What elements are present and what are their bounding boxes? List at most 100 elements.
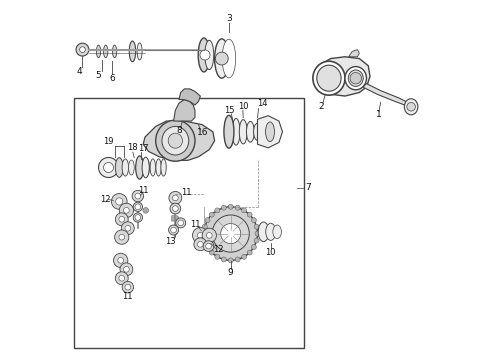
Ellipse shape <box>205 244 210 249</box>
Text: 10: 10 <box>238 102 248 111</box>
Ellipse shape <box>255 231 260 236</box>
Circle shape <box>79 47 85 53</box>
Circle shape <box>204 207 258 260</box>
Ellipse shape <box>129 41 136 62</box>
Ellipse shape <box>254 238 259 243</box>
Polygon shape <box>258 116 283 148</box>
Circle shape <box>133 202 143 211</box>
Ellipse shape <box>122 159 128 176</box>
Circle shape <box>169 225 178 235</box>
Ellipse shape <box>221 205 226 210</box>
Ellipse shape <box>235 205 240 210</box>
Text: 16: 16 <box>197 129 209 138</box>
Text: 12: 12 <box>213 245 223 254</box>
Circle shape <box>203 241 214 251</box>
Ellipse shape <box>345 67 367 90</box>
Bar <box>74 98 304 348</box>
Ellipse shape <box>128 160 134 175</box>
Circle shape <box>125 284 131 290</box>
Text: 7: 7 <box>306 183 312 192</box>
Ellipse shape <box>137 159 142 176</box>
Polygon shape <box>348 50 359 57</box>
Ellipse shape <box>113 45 117 58</box>
Circle shape <box>135 215 141 220</box>
Text: 9: 9 <box>228 268 234 277</box>
Circle shape <box>122 282 134 293</box>
Ellipse shape <box>253 123 262 140</box>
Ellipse shape <box>251 244 256 249</box>
Circle shape <box>407 103 416 111</box>
Ellipse shape <box>225 117 233 147</box>
Circle shape <box>197 233 203 238</box>
Ellipse shape <box>150 159 155 176</box>
Ellipse shape <box>228 204 233 209</box>
Ellipse shape <box>215 39 229 78</box>
Text: 17: 17 <box>138 144 149 153</box>
Ellipse shape <box>258 222 269 242</box>
Text: 10: 10 <box>266 248 276 257</box>
Polygon shape <box>172 216 179 221</box>
Ellipse shape <box>161 159 166 176</box>
Circle shape <box>119 234 124 240</box>
Ellipse shape <box>162 126 189 155</box>
Ellipse shape <box>142 157 149 178</box>
Text: 6: 6 <box>109 75 115 84</box>
Ellipse shape <box>242 254 246 259</box>
Circle shape <box>178 220 184 226</box>
Circle shape <box>202 228 217 243</box>
Circle shape <box>123 266 129 272</box>
Ellipse shape <box>156 120 195 161</box>
Ellipse shape <box>222 39 236 78</box>
Circle shape <box>115 230 129 244</box>
Ellipse shape <box>317 65 341 91</box>
Text: 2: 2 <box>318 102 323 111</box>
Ellipse shape <box>215 208 220 213</box>
Ellipse shape <box>247 250 252 255</box>
Circle shape <box>133 213 143 222</box>
Circle shape <box>212 215 249 252</box>
Text: 14: 14 <box>257 99 268 108</box>
Ellipse shape <box>348 70 363 86</box>
Ellipse shape <box>136 156 144 179</box>
Text: 4: 4 <box>76 67 82 76</box>
Ellipse shape <box>97 45 100 58</box>
Text: 13: 13 <box>166 237 176 246</box>
Ellipse shape <box>246 121 254 142</box>
Ellipse shape <box>221 257 226 262</box>
Ellipse shape <box>228 258 233 263</box>
Circle shape <box>176 218 186 228</box>
Circle shape <box>123 207 129 213</box>
Circle shape <box>170 203 181 214</box>
Circle shape <box>215 52 228 65</box>
Circle shape <box>350 72 362 84</box>
Text: 12: 12 <box>100 195 110 204</box>
Ellipse shape <box>266 122 274 141</box>
Text: 11: 11 <box>138 185 148 194</box>
Circle shape <box>172 195 178 201</box>
Circle shape <box>169 192 182 204</box>
Ellipse shape <box>239 120 247 144</box>
Polygon shape <box>179 89 200 105</box>
Text: 8: 8 <box>176 126 182 135</box>
Circle shape <box>143 207 148 213</box>
Circle shape <box>120 263 133 276</box>
Text: 18: 18 <box>127 143 137 152</box>
Text: 5: 5 <box>96 71 101 80</box>
Circle shape <box>119 203 134 217</box>
Ellipse shape <box>404 99 418 115</box>
Circle shape <box>171 227 176 233</box>
Circle shape <box>114 253 128 267</box>
Circle shape <box>76 43 89 56</box>
Text: 19: 19 <box>103 137 114 146</box>
Ellipse shape <box>232 118 240 145</box>
Circle shape <box>122 222 134 235</box>
Ellipse shape <box>144 159 149 176</box>
Ellipse shape <box>313 61 345 95</box>
Ellipse shape <box>205 218 210 223</box>
Circle shape <box>135 204 141 210</box>
Circle shape <box>125 225 131 231</box>
Ellipse shape <box>198 38 210 72</box>
Circle shape <box>206 233 212 238</box>
Ellipse shape <box>209 250 214 255</box>
Ellipse shape <box>254 224 259 229</box>
